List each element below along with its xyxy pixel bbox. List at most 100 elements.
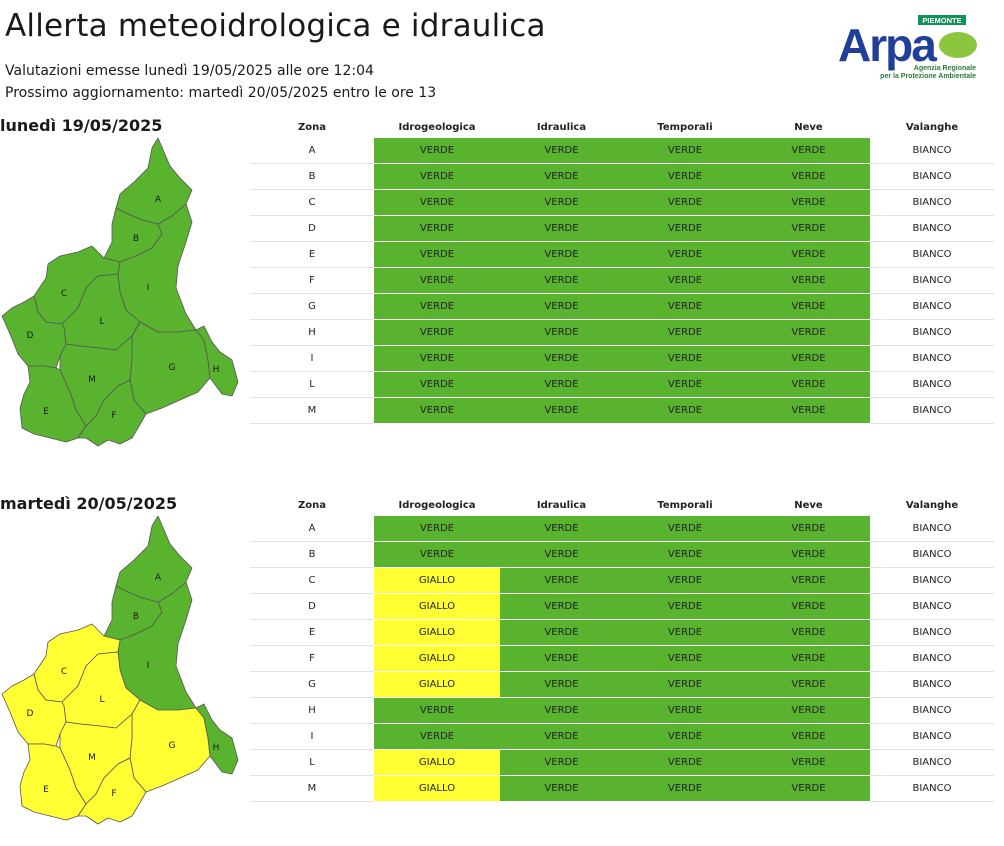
zone-H-area[interactable] — [195, 325, 239, 397]
zone-E-area[interactable] — [19, 743, 87, 821]
logo-leaf-shape — [939, 32, 977, 58]
cell-temporali: VERDE — [623, 593, 747, 620]
cell-idrogeologica: GIALLO — [374, 567, 500, 594]
cell-neve: VERDE — [747, 241, 870, 268]
cell-idraulica: VERDE — [500, 645, 623, 672]
cell-idraulica: VERDE — [500, 516, 623, 542]
table-body: A VERDE VERDE VERDE VERDE BIANCO B VERDE VERDE VE… — [250, 138, 994, 424]
cell-idrogeologica: VERDE — [374, 138, 500, 164]
cell-idraulica: VERDE — [500, 723, 623, 750]
zone-F-area[interactable] — [77, 379, 147, 447]
map-label-I: I — [147, 661, 150, 671]
table-row: C GIALLO VERDE VERDE VERDE BIANCO — [250, 567, 994, 594]
cell-temporali: VERDE — [623, 215, 747, 242]
logo-line2: per la Protezione Ambientale — [880, 73, 976, 80]
map-label-L: L — [99, 317, 104, 327]
cell-neve: VERDE — [747, 749, 870, 776]
table-row: G VERDE VERDE VERDE VERDE BIANCO — [250, 293, 994, 320]
cell-neve: VERDE — [747, 371, 870, 398]
cell-zona: F — [250, 645, 374, 672]
alert-table: Zona Idrogeologica Idraulica Temporali N… — [250, 116, 994, 424]
cell-temporali: VERDE — [623, 397, 747, 424]
cell-temporali: VERDE — [623, 516, 747, 542]
cell-zona: B — [250, 163, 374, 190]
cell-valanghe: BIANCO — [870, 541, 994, 568]
arpa-logo[interactable]: PIEMONTE Arpa Agenzia Regionale per la P… — [836, 14, 984, 82]
cell-idrogeologica: GIALLO — [374, 775, 500, 802]
cell-valanghe: BIANCO — [870, 241, 994, 268]
cell-idrogeologica: VERDE — [374, 319, 500, 346]
cell-idraulica: VERDE — [500, 345, 623, 372]
cell-zona: L — [250, 749, 374, 776]
cell-neve: VERDE — [747, 671, 870, 698]
cell-idraulica: VERDE — [500, 189, 623, 216]
cell-idraulica: VERDE — [500, 775, 623, 802]
cell-zona: G — [250, 671, 374, 698]
cell-valanghe: BIANCO — [870, 619, 994, 646]
map-label-A: A — [155, 195, 162, 205]
zone-F-area[interactable] — [77, 757, 147, 825]
cell-idraulica: VERDE — [500, 319, 623, 346]
cell-neve: VERDE — [747, 775, 870, 802]
cell-valanghe: BIANCO — [870, 516, 994, 542]
map-label-A: A — [155, 573, 162, 583]
cell-idraulica: VERDE — [500, 593, 623, 620]
cell-temporali: VERDE — [623, 645, 747, 672]
cell-idrogeologica: GIALLO — [374, 671, 500, 698]
cell-valanghe: BIANCO — [870, 645, 994, 672]
cell-zona: C — [250, 189, 374, 216]
map-label-B: B — [133, 234, 139, 244]
piemonte-zone-map[interactable]: A B C D E F G H I L M — [0, 138, 240, 450]
cell-valanghe: BIANCO — [870, 775, 994, 802]
cell-temporali: VERDE — [623, 345, 747, 372]
cell-zona: C — [250, 567, 374, 594]
day-title: lunedì 19/05/2025 — [0, 116, 163, 135]
cell-valanghe: BIANCO — [870, 138, 994, 164]
cell-valanghe: BIANCO — [870, 189, 994, 216]
table-row: B VERDE VERDE VERDE VERDE BIANCO — [250, 163, 994, 190]
cell-temporali: VERDE — [623, 293, 747, 320]
column-header-temporali: Temporali — [657, 499, 713, 511]
cell-zona: E — [250, 619, 374, 646]
cell-idraulica: VERDE — [500, 138, 623, 164]
cell-valanghe: BIANCO — [870, 319, 994, 346]
table-row: H VERDE VERDE VERDE VERDE BIANCO — [250, 319, 994, 346]
issued-text: Valutazioni emesse lunedì 19/05/2025 all… — [5, 63, 374, 79]
cell-neve: VERDE — [747, 189, 870, 216]
map-label-G: G — [169, 741, 176, 751]
cell-neve: VERDE — [747, 267, 870, 294]
zone-H-area[interactable] — [195, 703, 239, 775]
cell-idraulica: VERDE — [500, 749, 623, 776]
cell-zona: M — [250, 775, 374, 802]
cell-idraulica: VERDE — [500, 267, 623, 294]
cell-temporali: VERDE — [623, 267, 747, 294]
cell-idraulica: VERDE — [500, 241, 623, 268]
cell-temporali: VERDE — [623, 567, 747, 594]
cell-neve: VERDE — [747, 138, 870, 164]
table-row: B VERDE VERDE VERDE VERDE BIANCO — [250, 541, 994, 568]
cell-temporali: VERDE — [623, 749, 747, 776]
table-row: F GIALLO VERDE VERDE VERDE BIANCO — [250, 645, 994, 672]
cell-idraulica: VERDE — [500, 619, 623, 646]
logo-region-band — [918, 15, 966, 25]
cell-idrogeologica: VERDE — [374, 516, 500, 542]
cell-valanghe: BIANCO — [870, 293, 994, 320]
column-header-idrogeologica: Idrogeologica — [398, 499, 476, 511]
cell-valanghe: BIANCO — [870, 593, 994, 620]
cell-idrogeologica: VERDE — [374, 267, 500, 294]
cell-valanghe: BIANCO — [870, 749, 994, 776]
map-label-F: F — [111, 789, 116, 799]
column-header-valanghe: Valanghe — [905, 121, 959, 133]
cell-valanghe: BIANCO — [870, 267, 994, 294]
cell-idraulica: VERDE — [500, 567, 623, 594]
cell-neve: VERDE — [747, 645, 870, 672]
zone-E-area[interactable] — [19, 365, 87, 443]
map-label-E: E — [43, 407, 49, 417]
piemonte-zone-map[interactable]: A B C D E F G H I L M — [0, 516, 240, 828]
table-row: G GIALLO VERDE VERDE VERDE BIANCO — [250, 671, 994, 698]
cell-zona: I — [250, 723, 374, 750]
cell-neve: VERDE — [747, 163, 870, 190]
cell-zona: D — [250, 215, 374, 242]
cell-idrogeologica: VERDE — [374, 163, 500, 190]
cell-valanghe: BIANCO — [870, 397, 994, 424]
